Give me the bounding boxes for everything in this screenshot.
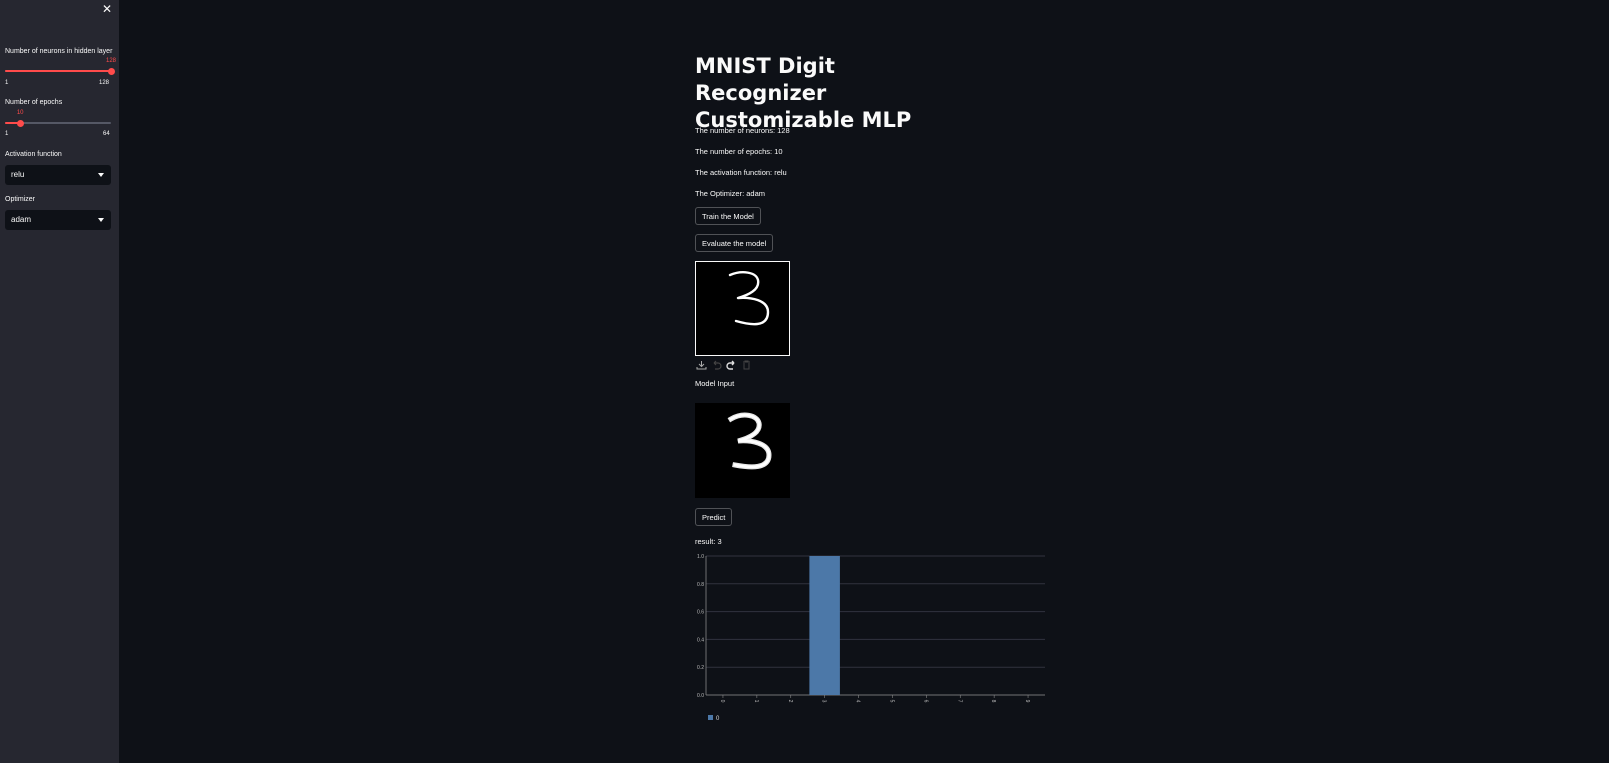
main-content: MNIST Digit Recognizer Customizable MLP … bbox=[119, 0, 1609, 763]
x-tick-label: 8 bbox=[990, 700, 996, 703]
y-tick-label: 0.6 bbox=[697, 610, 704, 616]
predict-button[interactable]: Predict bbox=[695, 508, 733, 526]
optimizer-text: The Optimizer: adam bbox=[695, 189, 766, 198]
epochs-text: The number of epochs: 10 bbox=[695, 147, 783, 156]
epochs-slider-label: Number of epochs bbox=[5, 99, 63, 106]
canvas-toolbar bbox=[696, 360, 752, 370]
optimizer-select-value: adam bbox=[11, 215, 32, 224]
model-input-image bbox=[695, 403, 790, 498]
y-tick-label: 0.4 bbox=[697, 637, 704, 643]
y-tick-label: 1.0 bbox=[697, 554, 704, 560]
y-tick-label: 0.8 bbox=[697, 582, 704, 588]
neurons-slider-thumb[interactable] bbox=[107, 67, 115, 75]
x-tick-label: 3 bbox=[821, 700, 827, 703]
y-tick-label: 0.0 bbox=[697, 693, 704, 699]
epochs-slider-min: 1 bbox=[5, 131, 9, 137]
prediction-bar-chart: 0.0 0.2 0.4 0.6 0.8 1.0 0 1 2 3 4 5 6 7 8 9 0 bbox=[697, 554, 1045, 722]
close-sidebar-button[interactable]: ✕ bbox=[102, 2, 113, 16]
x-tick-label: 5 bbox=[888, 700, 894, 703]
model-input-label: Model Input bbox=[695, 379, 735, 388]
legend-label: 0 bbox=[716, 716, 720, 722]
neurons-slider-fill bbox=[5, 70, 111, 72]
bar-3 bbox=[809, 556, 840, 695]
neurons-text: The number of neurons: 128 bbox=[695, 126, 790, 135]
page-title-line2: Customizable MLP bbox=[695, 108, 912, 132]
x-tick-label: 0 bbox=[719, 700, 725, 703]
x-tick-label: 4 bbox=[855, 700, 861, 703]
download-icon[interactable] bbox=[696, 360, 707, 370]
redo-icon[interactable] bbox=[726, 360, 737, 370]
x-tick-label: 2 bbox=[787, 700, 793, 703]
neurons-slider-max: 128 bbox=[99, 80, 110, 86]
neurons-slider-min: 1 bbox=[5, 80, 9, 86]
x-tick-label: 9 bbox=[1024, 700, 1030, 703]
caret-down-icon bbox=[98, 218, 104, 222]
epochs-slider-max: 64 bbox=[103, 131, 110, 137]
epochs-slider-thumb[interactable] bbox=[16, 119, 24, 127]
activation-select-value: relu bbox=[11, 170, 25, 179]
page-title-line1: MNIST Digit Recognizer bbox=[695, 54, 835, 105]
activation-select[interactable]: relu bbox=[5, 165, 111, 185]
undo-icon[interactable] bbox=[711, 360, 722, 370]
legend-swatch bbox=[708, 715, 713, 720]
neurons-slider[interactable]: 128 bbox=[5, 58, 116, 75]
result-text: result: 3 bbox=[695, 537, 722, 546]
x-tick-label: 6 bbox=[922, 700, 928, 703]
evaluate-model-button[interactable]: Evaluate the model bbox=[695, 234, 774, 252]
activation-text: The activation function: relu bbox=[695, 168, 787, 177]
optimizer-label: Optimizer bbox=[5, 196, 35, 203]
neurons-slider-value: 128 bbox=[105, 58, 117, 64]
epochs-slider-fill bbox=[5, 122, 21, 124]
epochs-slider-value: 10 bbox=[16, 110, 24, 116]
activation-label: Activation function bbox=[5, 151, 62, 158]
drawing-canvas[interactable] bbox=[695, 261, 790, 356]
x-tick-label: 7 bbox=[956, 700, 962, 703]
pixelated-digit bbox=[727, 412, 772, 470]
sidebar: ✕ Number of neurons in hidden layer 128 … bbox=[0, 0, 119, 763]
neurons-slider-label: Number of neurons in hidden layer bbox=[5, 48, 113, 55]
trash-icon[interactable] bbox=[741, 360, 752, 370]
y-tick-label: 0.2 bbox=[697, 665, 704, 671]
caret-down-icon bbox=[98, 173, 104, 177]
x-tick-label: 1 bbox=[753, 700, 759, 703]
optimizer-select[interactable]: adam bbox=[5, 210, 111, 230]
train-model-button[interactable]: Train the Model bbox=[695, 207, 761, 225]
epochs-slider[interactable]: 10 bbox=[5, 110, 111, 127]
drawn-digit bbox=[728, 271, 770, 326]
page-title: MNIST Digit Recognizer Customizable MLP bbox=[695, 53, 955, 134]
